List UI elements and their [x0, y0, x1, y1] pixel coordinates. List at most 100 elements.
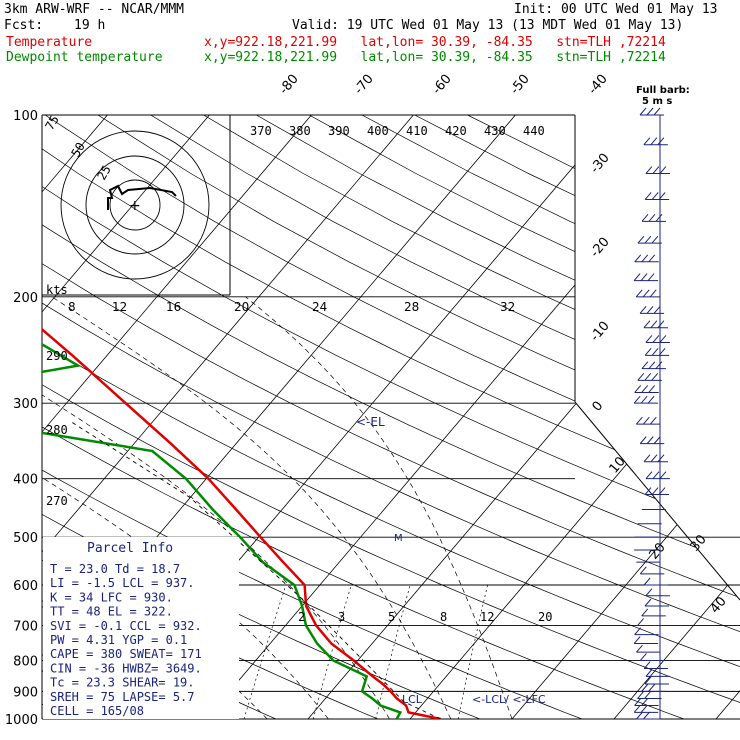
mixing-ratio-label: 20: [538, 610, 552, 624]
wind-barb-flag: [637, 618, 644, 626]
wind-barb-flag: [644, 192, 652, 200]
forecast-label: Fcst:: [4, 18, 44, 33]
wind-barb-flag: [634, 385, 642, 393]
isotherm-line: [511, 115, 740, 719]
mixing-ratio-label: 3: [338, 610, 345, 624]
hodograph-ring-label: 50: [68, 140, 87, 160]
pressure-label: 1000: [5, 713, 38, 728]
dry-adiabat: [42, 115, 685, 719]
isotherm-label: -50: [508, 72, 533, 98]
isotherm-label: -10: [588, 319, 613, 345]
wind-barb-flag: [647, 273, 655, 281]
isotherm-line: [613, 115, 740, 719]
wind-barb-flag: [641, 361, 649, 369]
wind-barb-flag: [648, 254, 656, 263]
wind-barb-flag: [643, 661, 651, 669]
dry-adiabat: [42, 115, 740, 719]
parcel-info-row: LI = -1.5 LCL = 937.: [50, 576, 195, 590]
wind-barb-flag: [644, 691, 651, 699]
wind-barb-flag: [651, 348, 659, 356]
hodograph-center-mark: +: [129, 198, 141, 214]
wind-barb-flag: [651, 192, 659, 200]
theta-label: 370: [250, 124, 272, 138]
pressure-label: 400: [13, 473, 38, 488]
wind-barb-flag: [657, 320, 665, 329]
hodograph-speed-label: 8: [68, 300, 76, 314]
hodograph-speed-label: 28: [404, 300, 419, 314]
wind-barb-flag: [640, 653, 647, 661]
wind-barb-flag: [636, 711, 643, 720]
wind-barb-flag: [658, 487, 666, 495]
hodograph-ring-75: [60, 130, 210, 280]
isotherm-line: [715, 115, 740, 719]
temperature-profile: [42, 327, 441, 719]
forecast-hour: 19 h: [74, 18, 106, 33]
mixing-ratio-label: 8: [440, 610, 447, 624]
wind-barb-flag: [648, 214, 656, 222]
pressure-label: 100: [13, 109, 38, 124]
wind-barb-flag: [645, 669, 653, 677]
lcl-annotation: LCL: [402, 693, 423, 706]
hodograph-ring-label: 75: [42, 113, 61, 133]
wind-barb-flag: [635, 416, 643, 425]
wind-barb-flag: [648, 361, 656, 369]
init-time: Init: 00 UTC Wed 01 May 13: [514, 2, 718, 17]
hodograph-speed-label: 32: [500, 300, 515, 314]
theta-label: 430: [484, 124, 506, 138]
theta-label: 440: [523, 124, 545, 138]
isotherm-line: [205, 115, 720, 719]
wind-barb-flag: [640, 395, 648, 404]
parcel-info-row: SREH = 75 LAPSE= 5.7: [50, 690, 195, 704]
wind-barb-flag: [640, 705, 648, 713]
hodograph-ring-50: [85, 155, 185, 255]
wind-barb-flag: [642, 416, 650, 425]
wind-barb-flag: [643, 454, 651, 463]
wind-barb-flag: [645, 588, 653, 597]
wind-barb-flag: [633, 636, 641, 644]
wind-barb-flag: [639, 306, 647, 314]
wind-barb-flag: [658, 192, 666, 200]
wind-barb-flag: [652, 166, 660, 174]
theta-label-left: 270: [46, 494, 68, 508]
valid-time: Valid: 19 UTC Wed 01 May 13 (13 MDT Wed …: [292, 18, 684, 33]
hodograph-speed-label: 12: [112, 300, 127, 314]
wind-barbs: Full barb:5 m s: [633, 85, 690, 720]
parcel-info-row: TT = 48 EL = 322.: [50, 605, 173, 619]
wind-barb-flag: [644, 676, 652, 685]
moist-adiabat: [42, 296, 329, 719]
theta-label: 420: [445, 124, 467, 138]
wind-barb-flag: [647, 395, 655, 404]
wind-barb-flag: [633, 705, 641, 713]
wind-barb-flag: [651, 373, 659, 381]
wind-barb-flag: [640, 273, 648, 281]
theta-label-left: 280: [46, 423, 68, 437]
parcel-info-row: Tc = 23.3 SHEAR= 19.: [50, 676, 195, 690]
isotherm-label: -80: [277, 72, 302, 98]
isotherm-label: -60: [430, 72, 455, 98]
pressure-label: 600: [13, 579, 38, 594]
dry-adiabat: [361, 115, 740, 719]
parcel-info-box: Parcel Info T = 23.0 Td = 18.7LI = -1.5 L…: [43, 537, 239, 719]
wind-barb-flag: [659, 166, 667, 174]
mixing-ratio-label: 12: [480, 610, 494, 624]
parcel-info-row: CAPE = 380 SWEAT= 171: [50, 647, 202, 661]
wind-barb-flag: [644, 348, 652, 356]
wind-barb-flag: [646, 107, 654, 116]
wind-barb-flag: [644, 373, 652, 381]
wind-barb-flag: [637, 373, 645, 381]
wind-barb-flag: [649, 289, 657, 298]
pressure-label: 500: [13, 531, 38, 546]
barb-legend-1: Full barb:: [636, 85, 690, 96]
wind-barb-flag: [641, 684, 649, 692]
wind-barb-flag: [636, 644, 643, 653]
isotherm-line: [42, 115, 414, 719]
lcl-lfc-annotation: <-LCL/ <-LFC: [472, 693, 546, 706]
wind-barb-flag: [641, 385, 649, 393]
wind-barb-flag: [659, 471, 667, 479]
theta-label: 410: [406, 124, 428, 138]
wind-barb-flag: [648, 684, 656, 692]
wind-barb-flag: [645, 471, 653, 479]
wind-barb-flag: [650, 137, 658, 146]
